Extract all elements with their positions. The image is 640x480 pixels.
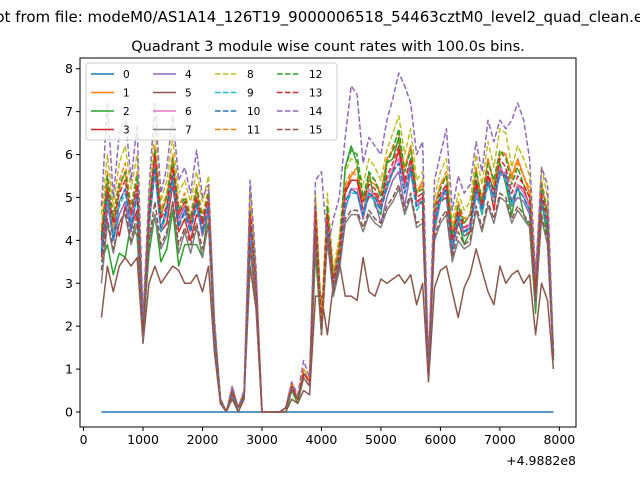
y-tick-label: 2 [65,319,73,334]
x-tick-label: 4000 [306,432,338,447]
y-tick-label: 4 [65,233,73,248]
series-line-13 [100,145,555,413]
y-axis: 0 1 2 3 4 5 6 7 8 [65,61,80,419]
y-tick-label: 8 [65,61,73,76]
y-tick-label: 5 [65,190,73,205]
x-axis: 0 1000 2000 3000 4000 5000 6000 7000 8000 [80,427,575,447]
legend-label-12: 12 [309,69,322,81]
y-tick-label: 6 [65,147,73,162]
y-tick-label: 0 [65,404,73,419]
plot-lines [100,72,555,413]
legend-label-7: 7 [185,125,192,137]
figure-suptitle: Plot from file: modeM0/AS1A14_126T19_900… [0,8,640,27]
series-line-12 [100,128,555,413]
legend-label-4: 4 [185,69,192,81]
x-tick-label: 5000 [365,432,397,447]
legend-label-14: 14 [309,106,323,118]
legend-label-5: 5 [185,88,192,100]
series-line-15 [100,183,555,413]
y-tick-label: 1 [65,362,73,377]
x-offset-label: +4.9882e8 [506,453,576,468]
x-tick-label: 8000 [543,432,575,447]
legend-label-13: 13 [309,88,322,100]
legend-label-11: 11 [247,125,260,137]
legend-label-8: 8 [247,69,254,81]
y-tick-label: 3 [65,276,73,291]
series-line-8 [100,115,555,413]
x-tick-label: 1000 [127,432,159,447]
legend-frame [85,62,338,141]
legend-label-6: 6 [185,106,192,118]
x-tick-label: 3000 [246,432,278,447]
x-tick-label: 7000 [484,432,516,447]
legend-label-10: 10 [247,106,260,118]
legend-label-3: 3 [123,125,130,137]
chart-title: Quadrant 3 module wise count rates with … [131,39,525,55]
x-tick-label: 0 [80,432,88,447]
x-tick-label: 6000 [424,432,456,447]
x-tick-label: 2000 [187,432,219,447]
axes-frame [79,57,577,428]
legend-label-1: 1 [123,88,130,100]
series-line-5 [100,248,555,413]
legend-label-9: 9 [247,88,254,100]
legend-label-0: 0 [123,69,130,81]
legend-label-15: 15 [309,125,322,137]
legend-label-2: 2 [123,106,130,118]
series-line-14 [100,72,555,413]
y-tick-label: 7 [65,104,73,119]
